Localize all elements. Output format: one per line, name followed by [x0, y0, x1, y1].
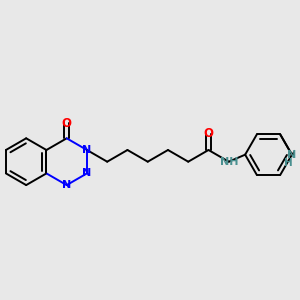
- Text: O: O: [62, 117, 72, 130]
- Text: NH: NH: [220, 157, 238, 167]
- Text: N: N: [82, 145, 92, 155]
- Text: O: O: [203, 127, 214, 140]
- Text: N: N: [287, 150, 297, 160]
- Text: N: N: [82, 168, 92, 178]
- Text: N: N: [62, 180, 71, 190]
- Text: H: H: [284, 158, 293, 168]
